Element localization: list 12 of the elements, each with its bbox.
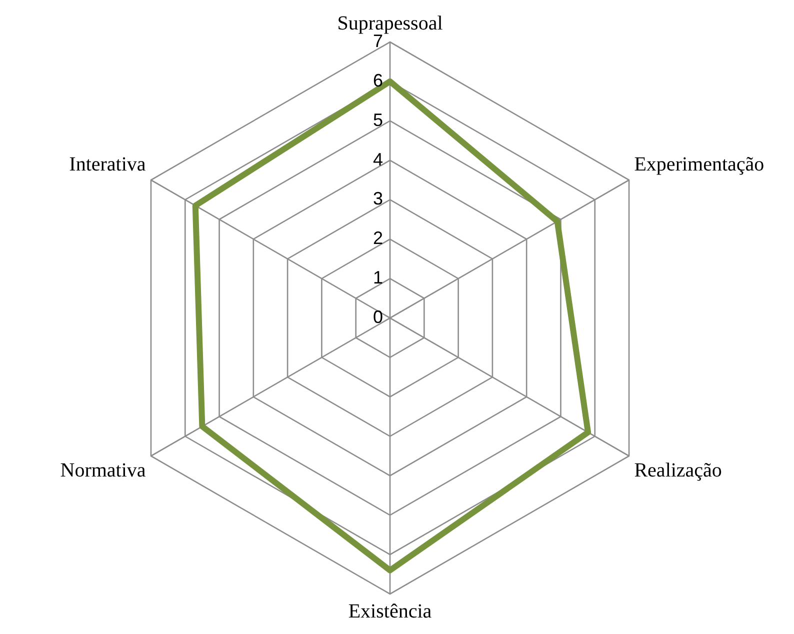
y-tick-label: 6	[372, 70, 383, 90]
y-tick-label: 2	[372, 228, 383, 248]
y-tick-label: 3	[372, 188, 383, 209]
spoke-label: Realização	[634, 459, 722, 482]
y-tick-label: 4	[372, 149, 383, 170]
spoke-label: Existência	[348, 600, 432, 622]
spoke-label: Normativa	[60, 459, 146, 482]
y-tick-label: 5	[372, 110, 383, 130]
y-tick-label: 1	[372, 268, 383, 288]
spoke-label: Experimentação	[634, 153, 764, 176]
spoke-label: Interativa	[69, 153, 146, 176]
y-tick-label: 0	[372, 306, 383, 327]
